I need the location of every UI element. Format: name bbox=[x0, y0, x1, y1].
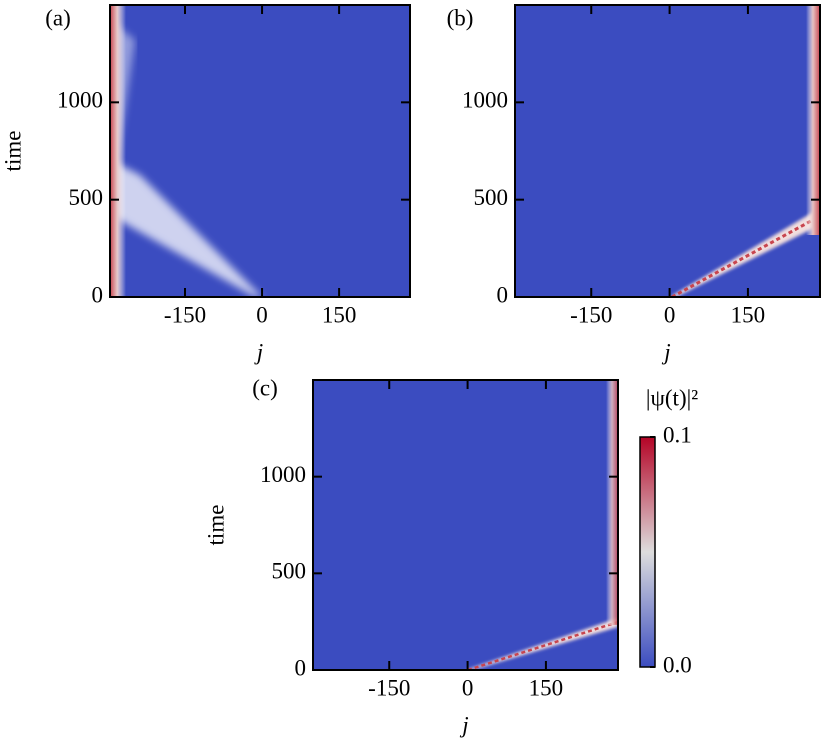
x-tick-label: 150 bbox=[322, 302, 357, 327]
colorbar bbox=[639, 436, 656, 668]
y-tick-label: 500 bbox=[69, 185, 104, 210]
heatmap-background bbox=[515, 5, 820, 297]
x-tick-label: 0 bbox=[462, 675, 474, 700]
y-tick-label: 1000 bbox=[57, 88, 103, 113]
x-tick-label: -150 bbox=[368, 675, 410, 700]
heatmap-background bbox=[110, 5, 410, 297]
y-tick-label: 0 bbox=[92, 282, 104, 307]
heatmap-features bbox=[466, 380, 618, 670]
y-tick-label: 0 bbox=[295, 655, 307, 680]
plot-frame bbox=[312, 379, 619, 671]
plot-backgrounds bbox=[110, 5, 820, 670]
plot-frame bbox=[514, 4, 821, 298]
x-axis-label: j bbox=[661, 339, 670, 364]
axes-layer: (a) -150 0 150 0 500 1000 j time (b) -150 0 150 0 500 1… bbox=[0, 4, 821, 737]
y-tick-label: 1000 bbox=[260, 462, 306, 487]
colorbar-tick-label: 0.1 bbox=[663, 422, 692, 447]
colorbar-tick-label: 0.0 bbox=[663, 652, 692, 677]
plot-frame bbox=[109, 4, 411, 298]
x-tick-label: 150 bbox=[731, 302, 766, 327]
y-tick-label: 500 bbox=[474, 185, 509, 210]
heatmap-features bbox=[670, 5, 820, 297]
x-tick-label: 150 bbox=[529, 675, 564, 700]
y-tick-label: 1000 bbox=[462, 88, 508, 113]
x-tick-label: -150 bbox=[164, 302, 206, 327]
panel-label: (c) bbox=[252, 375, 278, 400]
x-axis-label: j bbox=[254, 339, 263, 364]
colorbar-label: |ψ(t)|² bbox=[646, 385, 698, 410]
panel-label: (a) bbox=[45, 5, 71, 30]
y-axis-label: time bbox=[0, 131, 25, 172]
y-axis-label: time bbox=[203, 505, 228, 546]
panel-label: (b) bbox=[447, 5, 474, 30]
x-tick-label: -150 bbox=[570, 302, 612, 327]
x-axis-label: j bbox=[459, 712, 468, 737]
heatmap-background bbox=[313, 380, 618, 670]
heatmap-features bbox=[110, 5, 262, 297]
y-tick-label: 500 bbox=[272, 559, 307, 584]
y-tick-label: 0 bbox=[497, 282, 509, 307]
x-tick-label: 0 bbox=[256, 302, 268, 327]
x-tick-label: 0 bbox=[664, 302, 676, 327]
